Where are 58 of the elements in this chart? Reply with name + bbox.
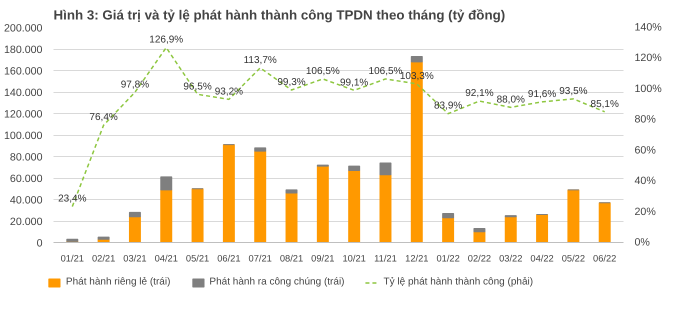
y-tick-label: 60.000 <box>10 173 43 185</box>
data-label: 97,8% <box>120 79 150 90</box>
x-tick-label: 01/21 <box>60 254 84 264</box>
y2-tick-label: 40% <box>634 175 656 188</box>
x-tick-label: 05/22 <box>562 254 586 264</box>
x-tick-label: 02/22 <box>468 254 492 264</box>
x-tick-label: 12/21 <box>405 254 428 264</box>
y-tick-label: 160.000 <box>4 66 43 78</box>
chart-title: Hình 3: Giá trị và tỷ lệ phát hành thành công TPDN theo tháng (tỷ đồng) <box>54 8 506 22</box>
x-tick-label: 04/21 <box>154 254 178 264</box>
x-tick-label: 05/21 <box>186 254 210 264</box>
x-tick-label: 08/21 <box>280 254 304 264</box>
x-tick-label: 10/21 <box>342 254 366 264</box>
y-tick-label: 0 <box>36 238 43 250</box>
x-tick-label: 04/22 <box>530 254 554 264</box>
data-label: 85,1% <box>590 98 619 110</box>
x-tick-label: 06/22 <box>593 254 616 264</box>
data-label: 88,0% <box>496 94 526 106</box>
y2-tick-label: 0% <box>634 236 650 248</box>
x-tick-label: 03/22 <box>499 254 522 264</box>
data-label: 93,5% <box>559 86 588 97</box>
legend-label: Phát hành ra công chúng (trái) <box>209 276 345 288</box>
y2-tick-label: 60% <box>634 144 656 156</box>
y2-tick-label: 20% <box>634 206 656 218</box>
data-label: 99,1% <box>340 77 368 88</box>
y2-tick-label: 80% <box>634 114 656 126</box>
legend-label: Phát hành riêng lẻ (trái) <box>66 276 170 288</box>
x-tick-label: 03/21 <box>123 254 147 264</box>
data-label: 96,5% <box>183 81 212 92</box>
x-tick-label: 06/21 <box>217 254 241 264</box>
y-tick-label: 140.000 <box>4 87 43 99</box>
x-tick-label: 02/21 <box>92 254 116 264</box>
y-tick-label: 100.000 <box>4 130 43 142</box>
y-tick-label: 80.000 <box>10 152 43 164</box>
data-label: 99,3% <box>277 77 306 88</box>
y-tick-label: 40.000 <box>10 194 43 206</box>
y-tick-label: 20.000 <box>10 216 43 228</box>
x-tick-label: 09/21 <box>311 254 335 264</box>
data-label: 83,9% <box>434 100 462 112</box>
y2-tick-label: 100% <box>634 82 662 95</box>
y2-tick-label: 120% <box>634 52 662 64</box>
data-label: 106,5% <box>306 66 340 77</box>
y-tick-label: 120.000 <box>4 108 43 120</box>
data-label: 92,1% <box>465 88 494 100</box>
x-tick-label: 01/22 <box>436 254 460 264</box>
data-label: 91,6% <box>528 88 556 100</box>
data-label: 93,2% <box>214 86 244 98</box>
data-label: 106,5% <box>368 66 403 77</box>
x-tick-label: 07/21 <box>248 254 272 264</box>
y-tick-label: 200.000 <box>4 22 43 34</box>
y2-tick-label: 140% <box>634 22 662 34</box>
x-tick-label: 11/21 <box>374 254 397 264</box>
data-label: 76,4% <box>89 112 118 124</box>
legend-label: Tỷ lệ phát hành thành công (phải) <box>384 276 534 288</box>
data-label: 113,7% <box>244 54 277 66</box>
data-label: 23,4% <box>58 194 87 205</box>
y-tick-label: 180.000 <box>4 44 43 56</box>
data-label: 126,9% <box>149 34 184 46</box>
